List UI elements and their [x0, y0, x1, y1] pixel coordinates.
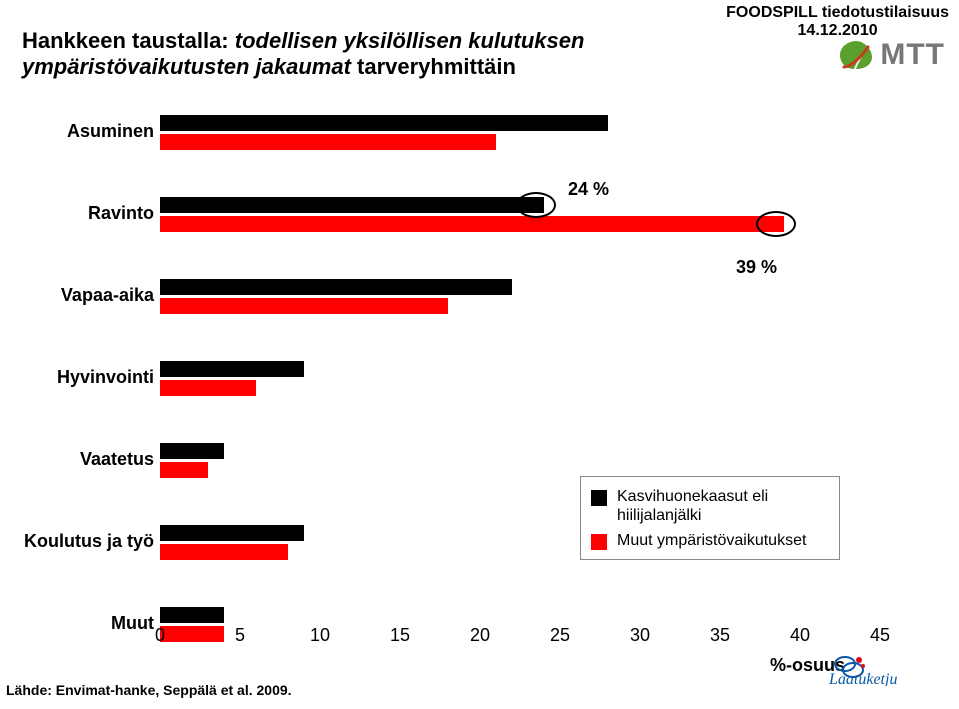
bar — [160, 607, 224, 623]
highlight-ellipse — [516, 192, 556, 218]
bar — [160, 462, 208, 478]
x-tick: 10 — [310, 625, 330, 646]
legend-label: Kasvihuonekaasut eli hiilijalanjälki — [617, 487, 825, 525]
category-label: Vaatetus — [0, 449, 154, 470]
legend: Kasvihuonekaasut eli hiilijalanjälki Muut… — [580, 476, 840, 560]
bar — [160, 216, 784, 232]
chart-title: Hankkeen taustalla: todellisen yksilölli… — [22, 28, 642, 80]
legend-row: Muut ympäristövaikutukset — [591, 531, 825, 550]
x-tick: 45 — [870, 625, 890, 646]
footer-logo-text: Laatuketju — [828, 671, 897, 686]
x-tick: 35 — [710, 625, 730, 646]
title-l2-plain: tarveryhmittäin — [357, 54, 516, 79]
legend-swatch — [591, 534, 607, 550]
legend-row: Kasvihuonekaasut eli hiilijalanjälki — [591, 487, 825, 525]
bar — [160, 443, 224, 459]
title-l2-ital: ympäristövaikutusten jakaumat — [22, 54, 357, 79]
annotation: 24 % — [568, 179, 609, 200]
bar — [160, 298, 448, 314]
bar — [160, 197, 544, 213]
title-l1-ital: todellisen yksilöllisen kulutuksen — [235, 28, 585, 53]
bar — [160, 279, 512, 295]
x-tick: 5 — [235, 625, 245, 646]
bar — [160, 525, 304, 541]
bar — [160, 134, 496, 150]
category-label: Ravinto — [0, 203, 154, 224]
title-l1-plain: Hankkeen taustalla: — [22, 28, 235, 53]
category-label: Koulutus ja työ — [0, 531, 154, 552]
source-citation: Lähde: Envimat-hanke, Seppälä et al. 200… — [6, 682, 292, 698]
category-label: Hyvinvointi — [0, 367, 154, 388]
x-tick: 20 — [470, 625, 490, 646]
category-label: Vapaa-aika — [0, 285, 154, 306]
x-tick: 0 — [155, 625, 165, 646]
leaf-icon — [836, 39, 876, 71]
event-name: FOODSPILL tiedotustilaisuus — [726, 4, 949, 22]
org-name: MTT — [880, 38, 945, 72]
bar — [160, 115, 608, 131]
highlight-ellipse — [756, 211, 796, 237]
bar — [160, 544, 288, 560]
legend-label: Muut ympäristövaikutukset — [617, 531, 806, 550]
laatuketju-logo: Laatuketju — [827, 650, 947, 691]
event-header: FOODSPILL tiedotustilaisuus 14.12.2010 — [726, 4, 949, 40]
bar — [160, 380, 256, 396]
x-tick: 30 — [630, 625, 650, 646]
legend-swatch — [591, 490, 607, 506]
annotation: 39 % — [736, 257, 777, 278]
x-tick: 15 — [390, 625, 410, 646]
mtt-logo: MTT — [836, 38, 945, 72]
category-label: Muut — [0, 613, 154, 634]
category-label: Asuminen — [0, 121, 154, 142]
x-tick: 25 — [550, 625, 570, 646]
bar — [160, 361, 304, 377]
x-tick: 40 — [790, 625, 810, 646]
